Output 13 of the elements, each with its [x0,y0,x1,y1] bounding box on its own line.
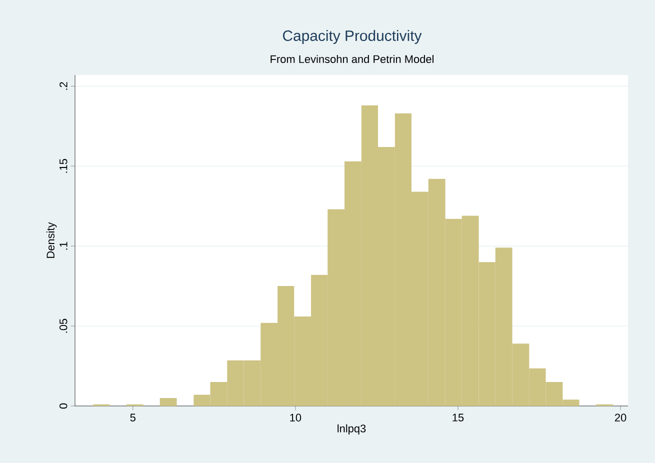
x-tick-label: 15 [452,414,464,422]
chart-title: Capacity Productivity [283,30,422,44]
y-tick-label: .05 [59,318,68,333]
x-tick-label: 5 [130,414,136,422]
x-axis-title: lnlpq3 [338,424,366,435]
x-tick-label: 20 [614,414,626,422]
y-axis-title: Density [46,222,57,258]
chart-subtitle: From Levinsohn and Petrin Model [270,54,434,64]
x-tick-label: 10 [290,414,302,422]
y-tick-label: 0 [59,403,68,409]
y-tick-label: .15 [60,158,68,173]
y-tick-label: .2 [60,82,68,90]
y-tick-label: .1 [60,242,68,250]
